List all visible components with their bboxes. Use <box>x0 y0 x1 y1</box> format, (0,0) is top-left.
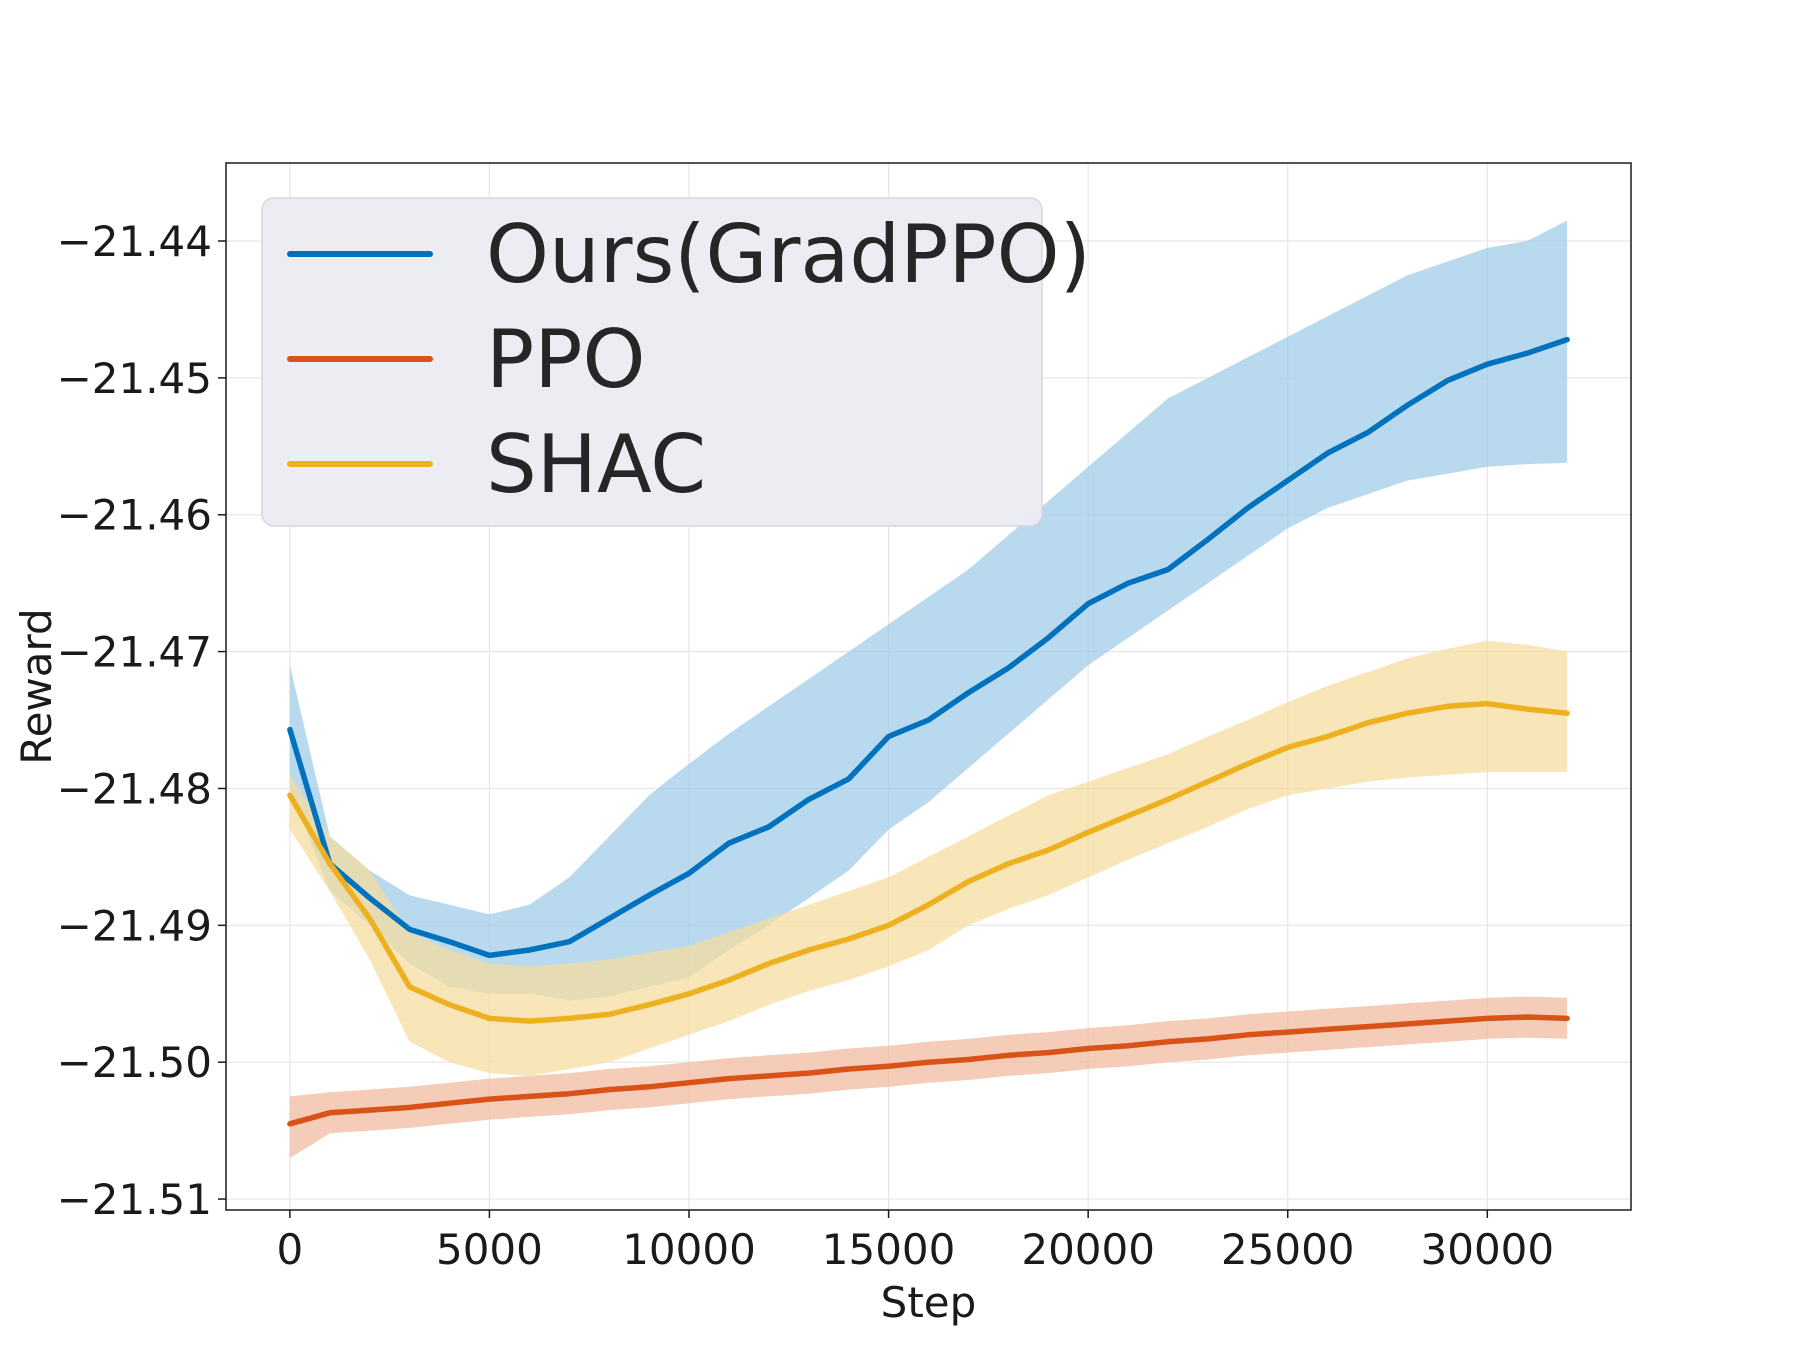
shac-confidence-band <box>289 640 1568 1076</box>
ours-gradppo-legend-label: Ours(GradPPO) <box>486 208 1091 301</box>
shac-legend-label: SHAC <box>486 418 706 511</box>
y-tick-label: −21.51 <box>57 1175 212 1224</box>
y-axis-label: Reward <box>12 608 61 764</box>
y-tick-label: −21.47 <box>57 628 212 677</box>
x-tick-label: 15000 <box>822 1225 956 1274</box>
series-lines <box>287 336 1570 1127</box>
ours-gradppo-confidence-band <box>289 220 1568 1001</box>
legend-box <box>261 197 1043 527</box>
y-tick-label: −21.48 <box>57 764 212 813</box>
y-tick-label: −21.49 <box>57 901 212 950</box>
shac-series-line <box>287 700 1570 1024</box>
y-tick-label: −21.50 <box>57 1038 212 1087</box>
x-tick-label: 0 <box>276 1225 303 1274</box>
ppo-series-line <box>287 1014 1570 1127</box>
axis-ticks: 0 5000 10000 15000 20000 25000 30000 −21.51 −21.… <box>57 217 1555 1274</box>
y-tick-label: −21.44 <box>57 217 212 266</box>
x-tick-label: 30000 <box>1421 1225 1555 1274</box>
x-tick-label: 25000 <box>1221 1225 1355 1274</box>
x-tick-label: 5000 <box>436 1225 543 1274</box>
x-tick-label: 10000 <box>622 1225 756 1274</box>
x-tick-label: 20000 <box>1021 1225 1155 1274</box>
x-axis-label: Step <box>881 1278 977 1327</box>
plot-area-frame <box>225 162 1632 1211</box>
ppo-legend-label: PPO <box>486 313 645 406</box>
y-tick-label: −21.46 <box>57 491 212 540</box>
y-tick-label: −21.45 <box>57 354 212 403</box>
legend: Ours(GradPPO) PPO SHAC <box>261 197 1091 527</box>
ours-gradppo-series-line <box>287 336 1570 959</box>
